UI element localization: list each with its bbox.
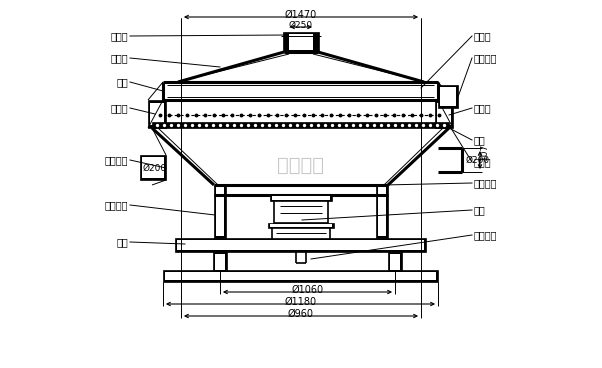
Text: Ø250: Ø250 — [289, 21, 313, 30]
Text: 小束环: 小束环 — [474, 31, 492, 41]
Bar — [213, 252, 227, 270]
Bar — [376, 185, 388, 238]
Bar — [216, 187, 224, 236]
Bar — [215, 254, 225, 270]
Text: 减振弹簧: 减振弹簧 — [105, 200, 128, 210]
Bar — [378, 187, 386, 236]
Bar — [438, 85, 458, 108]
Bar — [150, 103, 164, 125]
Bar — [270, 195, 332, 201]
Text: 弹跳球: 弹跳球 — [474, 103, 492, 113]
Bar — [270, 246, 332, 251]
Text: 防尘盖: 防尘盖 — [110, 53, 128, 63]
Bar — [390, 254, 400, 270]
Text: 底座: 底座 — [116, 237, 128, 247]
Text: Ø1470: Ø1470 — [285, 10, 317, 20]
Text: Ø200: Ø200 — [466, 156, 490, 164]
Text: Ø1180: Ø1180 — [284, 297, 317, 307]
Bar — [152, 122, 449, 128]
Bar — [272, 228, 330, 246]
Bar — [165, 272, 436, 280]
Text: 进料口: 进料口 — [110, 31, 128, 41]
Text: 大束环: 大束环 — [110, 103, 128, 113]
Text: Ø960: Ø960 — [288, 309, 314, 319]
Text: 粗出料口: 粗出料口 — [474, 53, 497, 63]
Text: 107: 107 — [480, 143, 488, 160]
Bar — [388, 252, 402, 270]
Text: 挡球环: 挡球环 — [474, 157, 492, 167]
Bar — [177, 240, 424, 250]
Bar — [214, 185, 226, 238]
Text: 上部重锥: 上部重锥 — [474, 178, 497, 188]
Text: 下部重锥: 下部重锥 — [474, 230, 497, 240]
Text: 上框: 上框 — [116, 77, 128, 87]
Text: Ø200: Ø200 — [143, 163, 167, 173]
Bar — [148, 100, 166, 128]
Bar — [142, 157, 164, 178]
Bar — [270, 224, 332, 227]
Text: Ø1060: Ø1060 — [291, 285, 323, 295]
Bar — [283, 32, 319, 52]
Bar — [272, 196, 330, 200]
Bar — [440, 87, 456, 106]
Text: 大汉机械: 大汉机械 — [278, 156, 324, 174]
Text: 电机: 电机 — [474, 205, 486, 215]
Bar — [289, 34, 313, 50]
Bar — [274, 201, 328, 223]
Text: 细出料口: 细出料口 — [105, 155, 128, 165]
Bar — [175, 238, 426, 252]
Text: 网架: 网架 — [474, 135, 486, 145]
Bar — [140, 155, 166, 180]
Bar — [268, 223, 334, 228]
Bar — [437, 103, 451, 125]
Bar — [272, 247, 330, 250]
Bar — [163, 270, 438, 282]
Bar — [435, 100, 453, 128]
